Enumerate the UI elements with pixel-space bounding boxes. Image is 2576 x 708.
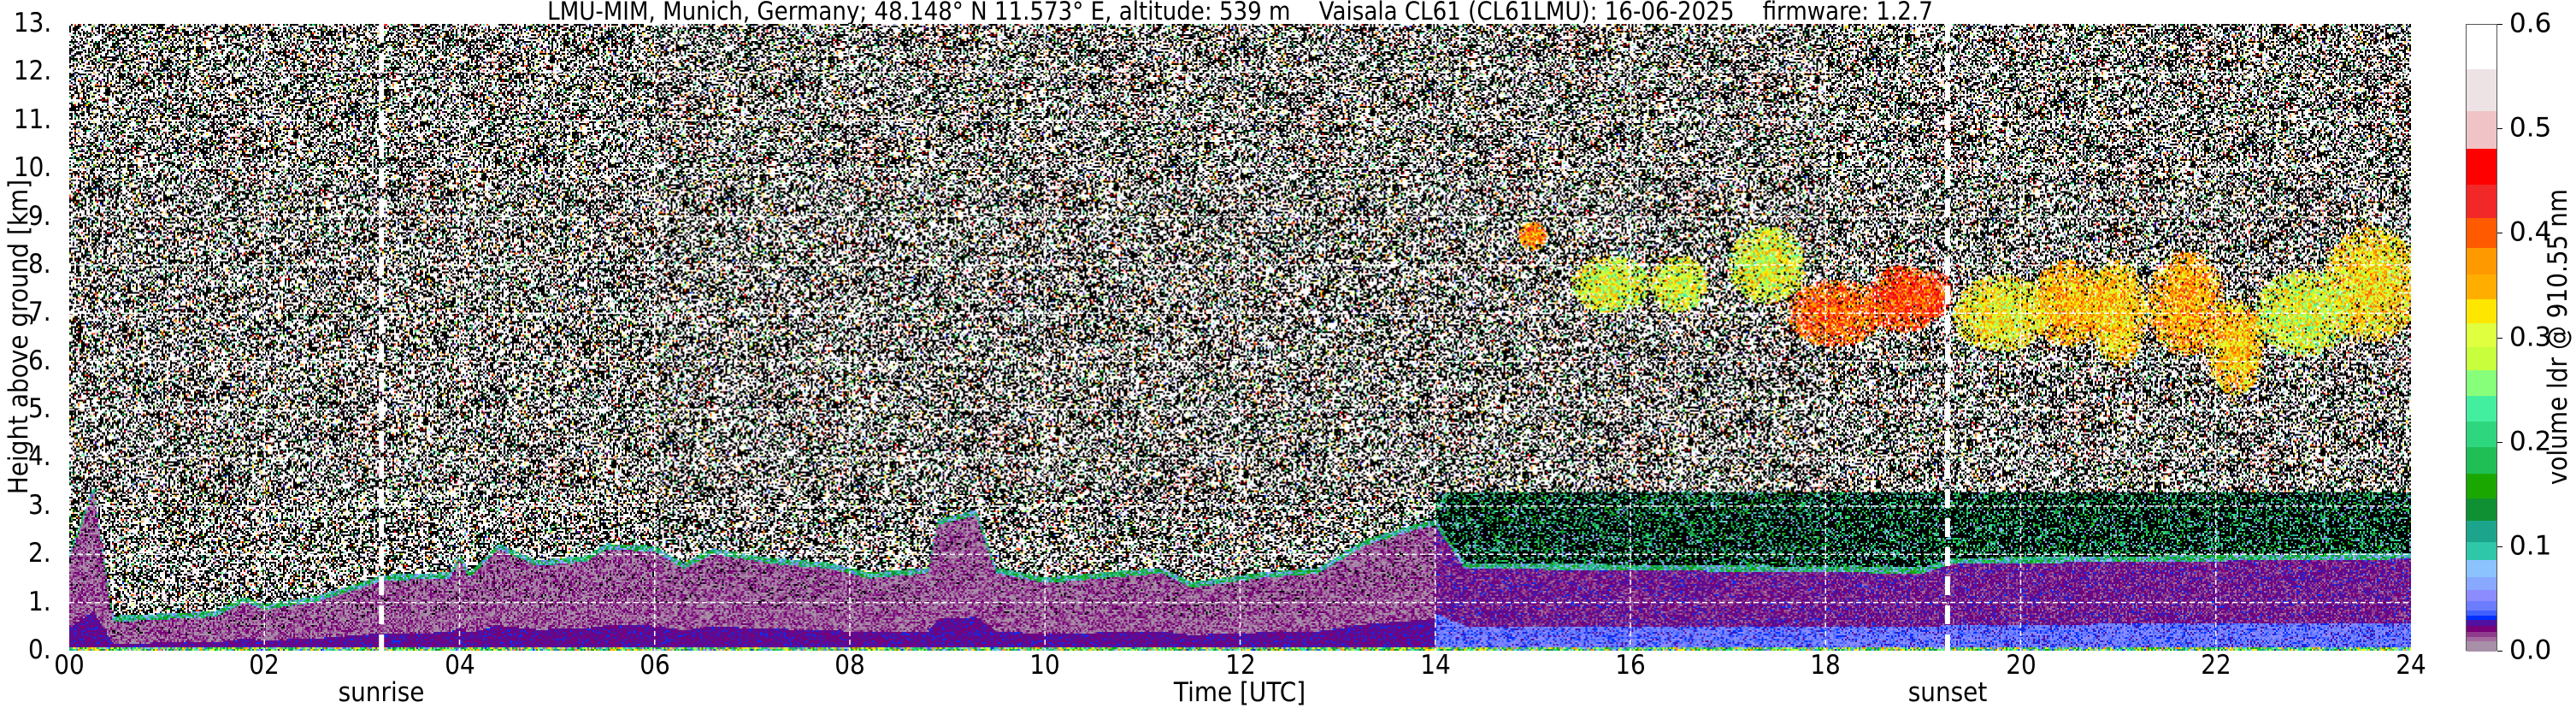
y-tick-label: 9. [28,200,51,232]
x-tick-label: 10 [1029,650,1061,681]
sunset-label: sunset [1907,677,1988,708]
x-tick-label: 02 [249,650,280,681]
colorbar-band [2467,446,2496,474]
y-tick-label: 1. [28,586,51,617]
colorbar-band [2467,615,2496,620]
x-axis-label: Time [UTC] [1173,677,1306,708]
x-tick-label: 18 [1810,650,1842,681]
y-tick-label: 12. [13,56,51,87]
x-tick-label: 20 [2005,650,2037,681]
colorbar-band [2467,541,2496,560]
colorbar-band [2467,498,2496,521]
colorbar-tick-label: 0.3 [2509,322,2552,352]
y-tick-label: 5. [28,393,51,425]
sunrise-label: sunrise [338,677,425,708]
x-tick-label: 08 [834,650,865,681]
x-tick-label: 06 [639,650,670,681]
y-tick-label: 13. [13,8,51,38]
colorbar-band [2467,184,2496,219]
x-tick-label: 04 [444,650,475,681]
chart-title: LMU-MIM, Munich, Germany; 48.148° N 11.5… [547,0,1933,26]
colorbar-band [2467,473,2496,499]
colorbar-label: volume ldr @ 910.55 nm [2543,188,2573,486]
colorbar-tick-mark [2497,546,2502,547]
colorbar-tick-mark [2497,24,2502,25]
colorbar-band [2467,520,2496,543]
y-tick-label: 7. [28,297,51,328]
colorbar-band [2467,636,2496,642]
colorbar-band [2467,631,2496,638]
x-tick-label: 12 [1224,650,1256,681]
colorbar-band [2467,589,2496,601]
colorbar-tick-mark [2497,337,2502,339]
y-tick-label: 0. [28,634,51,665]
y-tick-label: 8. [28,248,51,280]
colorbar-tick-mark [2497,651,2502,652]
colorbar-band [2467,625,2496,633]
colorbar-band [2467,346,2496,370]
x-tick-label: 00 [54,650,85,681]
y-tick-label: 3. [28,489,51,521]
colorbar-band [2467,148,2496,186]
colorbar-band [2467,110,2496,149]
colorbar-band [2467,25,2496,69]
x-tick-label: 22 [2200,650,2231,681]
grid-overlay [69,24,2411,651]
colorbar-tick-label: 0.0 [2509,634,2552,666]
y-tick-label: 10. [13,152,51,184]
colorbar-band [2467,322,2496,347]
x-tick-label: 24 [2396,650,2426,681]
y-tick-label: 2. [28,538,51,569]
colorbar [2466,24,2497,652]
colorbar-tick-label: 0.6 [2509,8,2552,39]
plot-area [69,24,2411,651]
colorbar-tick-label: 0.2 [2509,426,2552,457]
colorbar-band [2467,274,2496,299]
colorbar-band [2467,298,2496,323]
x-tick-label: 16 [1615,650,1646,681]
colorbar-band [2467,68,2496,111]
colorbar-tick-mark [2497,128,2502,130]
y-axis-label: Height above ground [km] [3,179,34,495]
colorbar-band [2467,619,2496,626]
colorbar-tick-label: 0.5 [2509,112,2552,144]
y-tick-label: 11. [13,103,51,135]
colorbar-tick-mark [2497,441,2502,443]
colorbar-band [2467,395,2496,422]
colorbar-band [2467,640,2496,652]
colorbar-band [2467,218,2496,248]
colorbar-band [2467,576,2496,591]
colorbar-band [2467,369,2496,397]
colorbar-band [2467,247,2496,275]
colorbar-band [2467,559,2496,577]
y-tick-label: 4. [28,441,51,473]
colorbar-tick-label: 0.1 [2509,530,2552,562]
colorbar-band [2467,610,2496,616]
colorbar-band [2467,421,2496,448]
colorbar-tick-label: 0.4 [2509,216,2552,248]
x-tick-label: 14 [1419,650,1451,681]
colorbar-band [2467,600,2496,611]
y-tick-label: 6. [28,345,51,376]
